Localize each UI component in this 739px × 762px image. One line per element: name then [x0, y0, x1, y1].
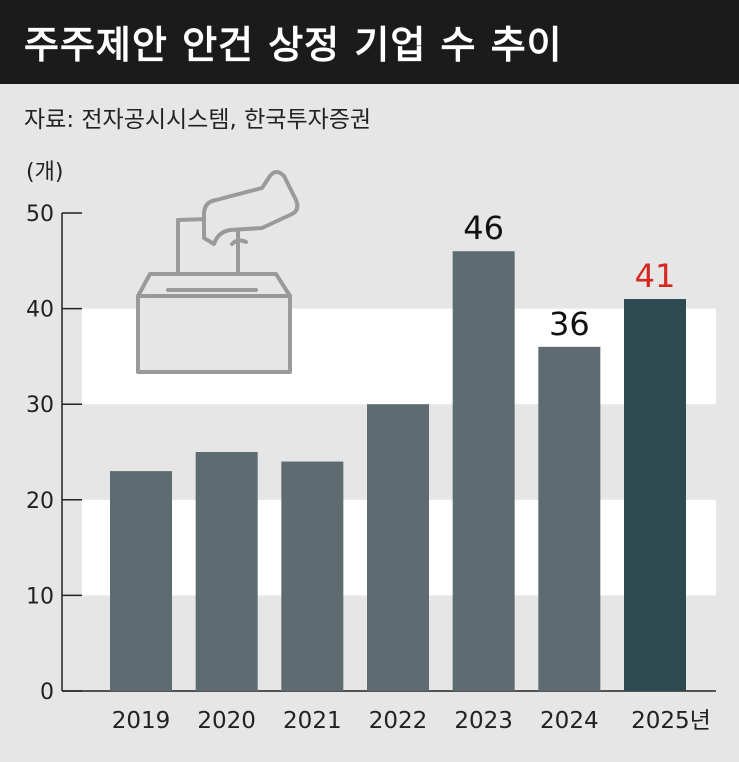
x-tick-label: 2020: [197, 708, 256, 734]
x-tick-label: 2025년: [631, 708, 711, 734]
data-label: 41: [635, 257, 676, 295]
source-note: 자료: 전자공시시스템, 한국투자증권: [24, 107, 372, 133]
bars: [110, 251, 686, 692]
header-bar: 주주제안 안건 상정 기업 수 추이: [0, 0, 739, 84]
chart-title: 주주제안 안건 상정 기업 수 추이: [24, 23, 563, 67]
y-tick-label: 0: [40, 680, 54, 705]
bar-2023: [452, 251, 515, 692]
bar-2019: [110, 471, 172, 691]
bar-2020: [195, 452, 258, 691]
x-tick-label: 2019: [112, 708, 171, 734]
x-tick-label: 2024: [540, 708, 599, 734]
data-label: 36: [549, 305, 590, 343]
data-label: 46: [463, 209, 504, 247]
x-axis-labels: 2019 2020 2021 2022 2023 2024 2025년: [112, 708, 711, 734]
bar-2021: [281, 461, 344, 691]
ballot-box-icon: [136, 170, 300, 374]
bar-2022: [367, 404, 429, 691]
unit-label: (개): [26, 160, 64, 185]
y-tick-label: 50: [26, 202, 54, 227]
y-tick-label: 30: [26, 393, 54, 418]
y-tick-label: 10: [26, 584, 54, 609]
y-axis: 0 10 20 30 40 50: [26, 202, 716, 705]
x-tick-label: 2023: [454, 708, 513, 734]
x-tick-label: 2021: [283, 708, 342, 734]
y-tick-label: 20: [26, 489, 54, 514]
bar-2024: [538, 346, 601, 691]
y-tick-label: 40: [26, 298, 54, 323]
data-labels: 46 36 41: [463, 209, 675, 343]
bar-2025년: [624, 299, 686, 691]
x-tick-label: 2022: [369, 708, 428, 734]
